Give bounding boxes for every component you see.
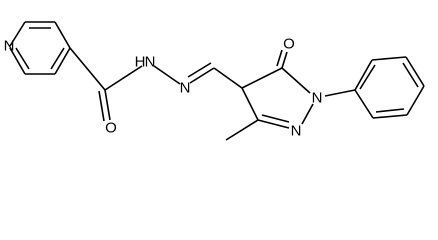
atom-label: O — [105, 120, 117, 137]
structure: N O H N N O N N — [4, 21, 425, 141]
atom-label: N — [312, 90, 323, 107]
bonds — [9, 21, 425, 141]
atom-label: H — [135, 54, 146, 71]
atom-label: N — [291, 123, 302, 140]
atom-label: N — [145, 54, 156, 71]
atom-label: O — [283, 36, 295, 53]
atom-label: N — [180, 80, 191, 97]
atom-labels: N O H N N O N N — [4, 36, 323, 140]
atom-label: N — [4, 38, 15, 55]
page: N O H N N O N N (() => { const data = JS… — [3, 21, 425, 141]
